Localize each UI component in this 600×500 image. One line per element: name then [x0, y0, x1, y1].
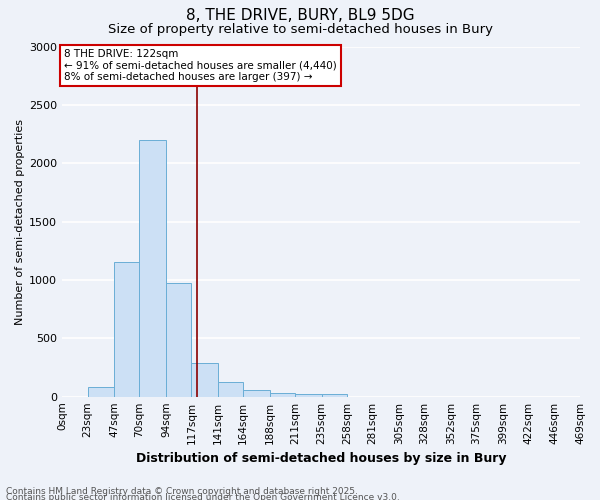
Text: Contains public sector information licensed under the Open Government Licence v3: Contains public sector information licen… — [6, 493, 400, 500]
Text: Contains HM Land Registry data © Crown copyright and database right 2025.: Contains HM Land Registry data © Crown c… — [6, 486, 358, 496]
X-axis label: Distribution of semi-detached houses by size in Bury: Distribution of semi-detached houses by … — [136, 452, 506, 465]
Text: 8 THE DRIVE: 122sqm
← 91% of semi-detached houses are smaller (4,440)
8% of semi: 8 THE DRIVE: 122sqm ← 91% of semi-detach… — [64, 49, 337, 82]
Bar — [218, 382, 243, 396]
Y-axis label: Number of semi-detached properties: Number of semi-detached properties — [15, 118, 25, 324]
Bar — [243, 390, 270, 396]
Bar — [191, 363, 218, 396]
Bar — [166, 284, 191, 397]
Bar — [322, 394, 347, 396]
Bar — [270, 393, 295, 396]
Text: Size of property relative to semi-detached houses in Bury: Size of property relative to semi-detach… — [107, 22, 493, 36]
Bar — [114, 262, 139, 396]
Bar — [88, 388, 114, 396]
Bar — [139, 140, 166, 396]
Bar — [295, 394, 322, 396]
Text: 8, THE DRIVE, BURY, BL9 5DG: 8, THE DRIVE, BURY, BL9 5DG — [185, 8, 415, 22]
